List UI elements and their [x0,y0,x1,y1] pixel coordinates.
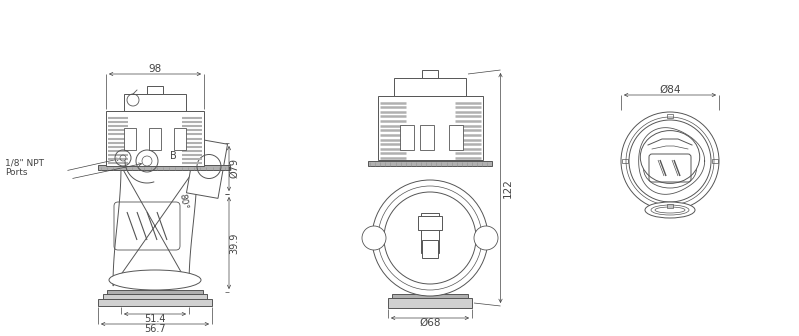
Ellipse shape [109,270,201,290]
Text: 98: 98 [149,64,161,74]
Bar [421,213,439,253]
Ellipse shape [645,202,695,218]
Text: Ø84: Ø84 [659,85,681,95]
Bar [149,127,161,150]
Text: 1/8" NPT: 1/8" NPT [5,159,44,168]
Bar [420,125,434,150]
Text: B: B [169,151,177,161]
Ellipse shape [644,150,697,188]
Bar [392,294,468,298]
Circle shape [362,226,386,250]
Circle shape [629,120,711,202]
Polygon shape [113,166,197,286]
Text: 122: 122 [503,178,512,198]
Bar [147,86,163,94]
Bar [400,125,414,150]
Bar [388,298,472,308]
Bar [418,216,442,230]
Bar [667,114,673,118]
Bar [98,299,212,306]
Bar [394,78,466,96]
Bar [106,111,204,166]
Text: Ø79: Ø79 [229,159,239,178]
Bar [422,240,438,258]
Circle shape [474,226,498,250]
Bar [124,94,186,111]
Text: 56.7: 56.7 [144,324,166,334]
Bar [103,294,207,299]
Text: Ports: Ports [5,168,27,177]
Bar [174,127,186,150]
Bar [377,96,483,160]
Bar [98,165,230,170]
Text: Ø68: Ø68 [419,318,441,328]
Circle shape [372,180,488,296]
Circle shape [621,112,719,210]
Ellipse shape [646,136,695,158]
Bar [712,159,718,163]
Ellipse shape [640,131,700,183]
Text: 39.9: 39.9 [229,232,239,254]
Bar [622,159,628,163]
Circle shape [384,192,476,284]
Bar [422,70,438,78]
Bar [186,139,228,198]
Bar [368,161,492,166]
Text: 80°: 80° [177,192,189,210]
Bar [667,204,673,208]
Text: 51.4: 51.4 [145,314,165,324]
Bar [107,290,203,294]
Bar [448,125,463,150]
Bar [124,127,136,150]
